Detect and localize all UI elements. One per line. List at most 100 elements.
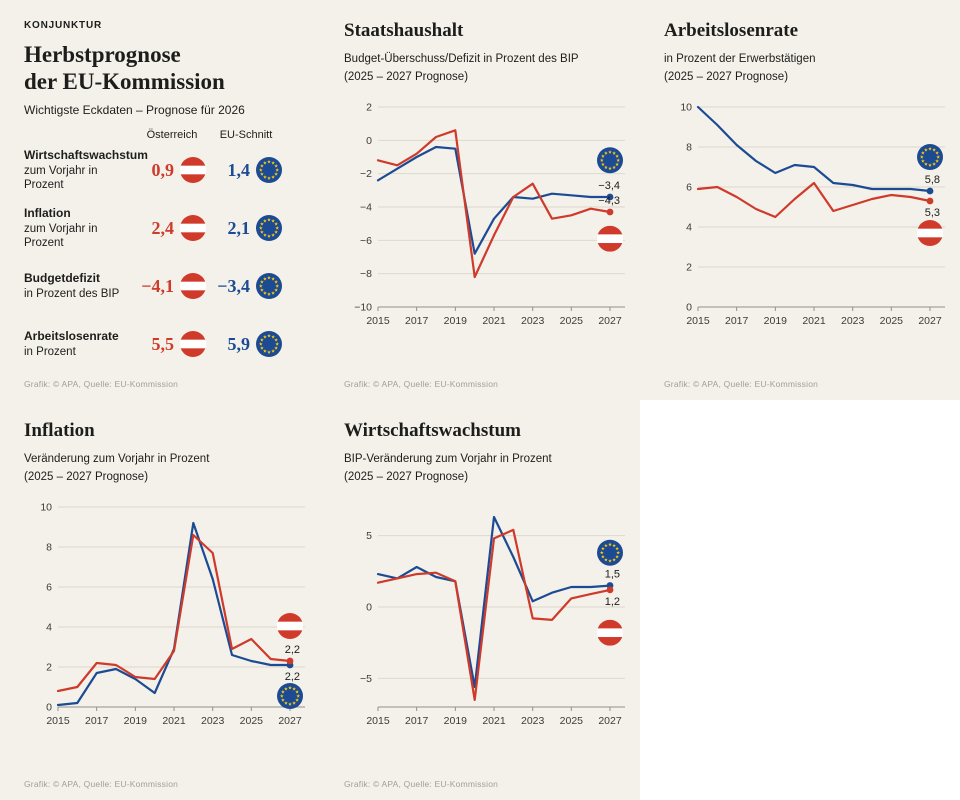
- endpoint-dot-austria: [926, 197, 934, 205]
- y-tick-label: −8: [360, 268, 372, 280]
- chart-subtitle: in Prozent der Erwerbstätigen (2025 – 20…: [664, 53, 816, 83]
- indicator-label: Wirtschaftswachstum zum Vorjahr in Proze…: [24, 147, 148, 192]
- y-tick-label: 0: [366, 134, 372, 146]
- endpoint-dot-austria: [286, 657, 294, 665]
- indicator-row-growth: Wirtschaftswachstum zum Vorjahr in Proze…: [24, 141, 298, 199]
- austria-value: 2,4: [151, 217, 175, 238]
- y-tick-label: 2: [686, 261, 692, 273]
- chart-title: Arbeitslosenrate: [664, 20, 799, 41]
- end-value-label: 5,8: [925, 174, 940, 186]
- indicator-row-unemployment: Arbeitslosenrate in Prozent 5,5 5,9: [24, 315, 298, 373]
- chart-panel-arbeitslosenrate: Arbeitslosenrate in Prozent der Erwerbst…: [640, 0, 960, 400]
- x-tick-label: 2021: [162, 715, 186, 727]
- comparison-header: Österreich EU-Schnitt: [24, 129, 298, 141]
- austria-value: 5,5: [151, 333, 175, 354]
- x-tick-label: 2019: [444, 715, 468, 727]
- series-line-austria: [56, 533, 292, 692]
- page-title-line1: Herbstprognose: [24, 42, 181, 67]
- x-tick-label: 2023: [521, 715, 545, 727]
- eu-flag-icon: [256, 273, 282, 300]
- series-line-eu: [376, 515, 612, 688]
- page-title: Herbstprognose der EU-Kommission: [24, 41, 298, 95]
- endpoint-dot-eu: [606, 193, 614, 201]
- chart-subtitle: Budget-Überschuss/Defizit in Prozent des…: [344, 53, 579, 83]
- end-value-label: 5,3: [925, 207, 940, 219]
- indicator-row-inflation: Inflation zum Vorjahr in Prozent 2,4 2,1: [24, 199, 298, 257]
- chart-title: Staatshaushalt: [344, 20, 464, 41]
- y-tick-label: 4: [686, 221, 692, 233]
- indicator-label: Budgetdefizit in Prozent des BIP: [24, 271, 120, 301]
- x-tick-label: 2021: [802, 315, 826, 327]
- x-tick-label: 2017: [725, 315, 749, 327]
- x-tick-label: 2023: [841, 315, 865, 327]
- x-tick-label: 2025: [240, 715, 264, 727]
- credit: Grafik: © APA, Quelle: EU-Kommission: [24, 379, 179, 389]
- austria-flag-icon: [180, 273, 206, 300]
- eu-flag-icon: [597, 146, 623, 173]
- end-value-label: 2,2: [285, 671, 300, 683]
- column-header-eu: EU-Schnitt: [219, 129, 273, 142]
- x-tick-label: 2015: [46, 715, 70, 727]
- chart-panel-inflation: Inflation Veränderung zum Vorjahr in Pro…: [0, 400, 320, 800]
- credit: Grafik: © APA, Quelle: EU-Kommission: [344, 779, 499, 789]
- x-tick-label: 2027: [598, 315, 622, 327]
- staatshaushalt-chart: 2 0 −2 −4 −6 −8 −10 2015 2017 2019 2021 2023 2025 202…: [354, 101, 625, 327]
- eu-flag-icon: [256, 215, 282, 242]
- eu-flag-icon: [597, 539, 623, 566]
- eu-flag-icon: [277, 682, 303, 709]
- austria-flag-icon: [597, 225, 623, 252]
- series-line-eu: [56, 521, 292, 706]
- y-tick-label: 8: [46, 541, 52, 553]
- series-line-eu: [376, 145, 612, 255]
- endpoint-dot-austria: [606, 208, 614, 216]
- austria-flag-icon: [597, 619, 623, 646]
- austria-value: −4,1: [141, 275, 174, 296]
- kicker: KONJUNKTUR: [24, 20, 102, 31]
- chart-subtitle: Veränderung zum Vorjahr in Prozent (2025…: [24, 453, 210, 483]
- credit: Grafik: © APA, Quelle: EU-Kommission: [24, 779, 179, 789]
- series-line-austria: [376, 528, 612, 701]
- x-tick-label: 2017: [405, 315, 429, 327]
- chart-subtitle: BIP-Veränderung zum Vorjahr in Prozent (…: [344, 453, 552, 483]
- x-tick-label: 2017: [85, 715, 109, 727]
- x-tick-label: 2015: [366, 715, 390, 727]
- y-tick-label: 10: [40, 501, 52, 513]
- eu-value: 1,4: [227, 159, 251, 180]
- intro-subtitle: Wichtigste Eckdaten – Prognose für 2026: [24, 103, 245, 118]
- x-tick-label: 2027: [278, 715, 302, 727]
- y-tick-label: 2: [366, 101, 372, 113]
- chart-panel-staatshaushalt: Staatshaushalt Budget-Überschuss/Defizit…: [320, 0, 640, 400]
- endpoint-dot-eu: [926, 187, 934, 195]
- x-tick-label: 2023: [521, 315, 545, 327]
- y-tick-label: 6: [686, 181, 692, 193]
- x-tick-label: 2025: [880, 315, 904, 327]
- end-value-label: 1,2: [605, 595, 620, 607]
- x-tick-label: 2015: [686, 315, 710, 327]
- eu-flag-icon: [917, 143, 943, 170]
- x-tick-label: 2021: [482, 315, 506, 327]
- y-tick-label: 4: [46, 621, 52, 633]
- x-tick-label: 2025: [560, 715, 584, 727]
- y-tick-label: −10: [354, 301, 372, 313]
- x-tick-label: 2025: [560, 315, 584, 327]
- x-tick-label: 2023: [201, 715, 225, 727]
- series-line-austria: [696, 181, 932, 218]
- column-header-austria: Österreich: [146, 129, 198, 142]
- y-tick-label: 6: [46, 581, 52, 593]
- arbeitslosenrate-chart: 10 8 6 4 2 0 2015 2017 2019 2021 2023 2025 2027 5,8 5,…: [680, 101, 945, 327]
- wirtschaftswachstum-chart: 5 0 −5 2015 2017 2019 2021 2023 2025 2027 1,5 1,2: [360, 515, 625, 727]
- austria-flag-icon: [277, 612, 303, 639]
- eu-value: 5,9: [227, 333, 251, 354]
- y-tick-label: −6: [360, 234, 372, 246]
- x-tick-label: 2027: [598, 715, 622, 727]
- y-tick-label: 10: [680, 101, 692, 113]
- inflation-chart: 10 8 6 4 2 0 2015 2017 2019 2021 2023 2025 2027 2,2 2,…: [40, 501, 305, 727]
- y-tick-label: 0: [686, 301, 692, 313]
- credit: Grafik: © APA, Quelle: EU-Kommission: [664, 379, 819, 389]
- austria-flag-icon: [180, 215, 206, 242]
- y-tick-label: −5: [360, 673, 372, 685]
- indicator-label: Arbeitslosenrate in Prozent: [24, 329, 119, 359]
- end-value-label: 1,5: [605, 568, 620, 580]
- indicator-label: Inflation zum Vorjahr in Prozent: [24, 205, 98, 250]
